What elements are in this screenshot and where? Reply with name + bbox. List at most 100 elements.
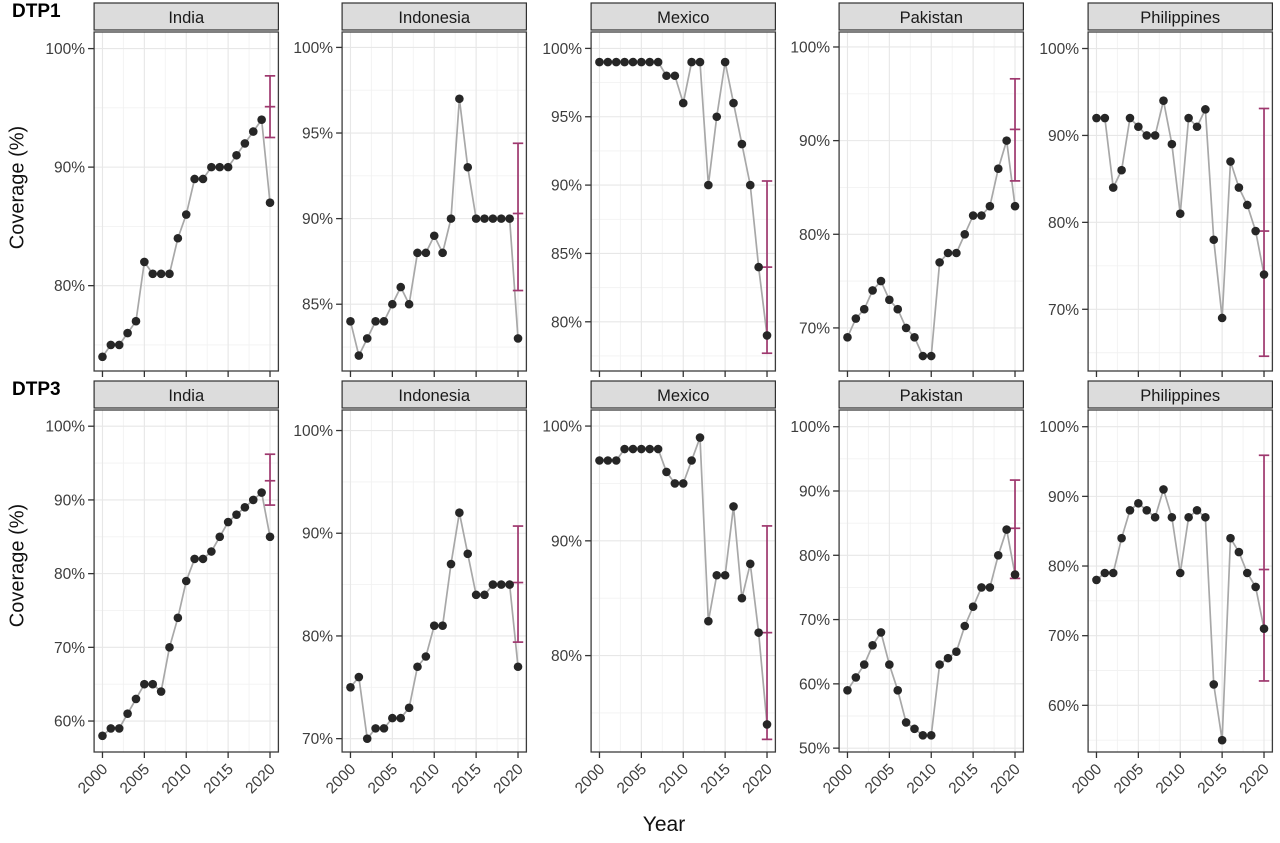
x-tick-label: 2015 — [946, 761, 982, 797]
data-point — [611, 57, 621, 67]
data-point — [380, 724, 389, 733]
x-tick-label: 2010 — [159, 761, 196, 798]
y-tick-label: 60% — [799, 676, 830, 693]
data-point — [215, 532, 225, 542]
data-point — [1225, 157, 1235, 166]
data-point — [413, 662, 423, 672]
data-point — [952, 248, 961, 258]
data-point — [952, 647, 961, 657]
facet-strip-label: India — [168, 387, 205, 405]
data-point — [396, 282, 406, 292]
data-point — [181, 576, 191, 586]
data-point — [140, 679, 149, 689]
x-tick-label: 2020 — [739, 761, 776, 798]
panel-dtp1-indonesia: 85% 90% 95% 100% Indonesia — [294, 2, 528, 377]
data-point — [661, 467, 671, 477]
data-point — [480, 214, 490, 223]
data-point — [860, 660, 869, 669]
y-tick-label: 100% — [294, 423, 334, 440]
data-point — [645, 444, 654, 454]
data-point — [1108, 183, 1118, 192]
data-point — [678, 479, 688, 488]
data-point — [902, 323, 911, 333]
data-point — [131, 694, 141, 704]
panel-group-dtp1-india: 80% 90% 100% India — [38, 0, 286, 378]
panel-dtp1-india: 80% 90% 100% India — [45, 2, 280, 377]
data-point — [346, 317, 356, 326]
data-point — [223, 162, 233, 172]
data-point — [190, 174, 199, 184]
data-point — [720, 570, 730, 580]
y-tick-label: 90% — [551, 533, 582, 550]
x-tick-label: 2020 — [491, 761, 528, 798]
panel-dtp3-indonesia: 70% 80% 90% 100% 2000 2005 2010 2015 2020 Indones… — [294, 380, 528, 798]
data-point — [232, 150, 241, 160]
data-point — [106, 340, 116, 350]
y-axis-title-dtp3: Coverage (%) — [6, 503, 29, 627]
estimate-errorbar — [513, 525, 524, 643]
data-point — [405, 703, 414, 713]
data-point — [232, 510, 241, 519]
data-point — [148, 679, 158, 689]
x-tick-label: 2020 — [1236, 761, 1273, 798]
data-point — [438, 248, 448, 258]
data-point — [1200, 512, 1210, 522]
data-point — [1183, 113, 1193, 123]
data-point — [754, 628, 763, 637]
y-tick-label: 100% — [1039, 41, 1079, 58]
data-point — [1125, 113, 1134, 123]
data-point — [173, 233, 183, 243]
facet-row-dtp3: DTP3 Coverage (%) 60% 70% 80% 90% 100% 2000 20… — [0, 378, 1280, 819]
x-tick-label: 2015 — [1194, 761, 1230, 797]
data-point — [720, 57, 730, 67]
panel-group-dtp1-mexico: 80% 85% 90% 95% 100% Mexico — [535, 0, 783, 378]
data-point — [148, 269, 158, 279]
estimate-errorbar — [513, 142, 524, 292]
data-point — [463, 549, 473, 559]
data-point — [156, 687, 166, 696]
data-point — [497, 214, 506, 223]
data-point — [363, 334, 372, 343]
data-point — [1100, 113, 1109, 123]
data-point — [190, 554, 199, 564]
x-tick-label: 2005 — [1110, 761, 1146, 797]
y-tick-label: 80% — [54, 278, 85, 295]
data-point — [447, 214, 456, 223]
data-point — [1150, 512, 1160, 522]
data-point — [472, 590, 481, 600]
data-point — [893, 685, 903, 695]
y-tick-label: 70% — [302, 731, 333, 748]
data-point — [935, 258, 945, 267]
panel-dtp3-india: 60% 70% 80% 90% 100% 2000 2005 2010 2015 2020 Indi… — [45, 380, 279, 798]
facet-strip — [341, 380, 528, 409]
y-tick-label: 70% — [54, 640, 85, 657]
data-point — [98, 731, 107, 741]
y-axis-title-dtp1: Coverage (%) — [6, 125, 29, 250]
data-point — [910, 332, 920, 342]
data-point — [876, 628, 886, 637]
data-point — [661, 71, 671, 81]
data-point — [1108, 568, 1118, 578]
x-tick-label: 2005 — [117, 761, 153, 797]
panel-dtp1-pakistan: 70% 80% 90% 100% Pakistan — [791, 2, 1025, 377]
panel-group-dtp1-indonesia: 85% 90% 95% 100% Indonesia — [286, 0, 534, 378]
data-point — [1133, 499, 1143, 508]
x-tick-label: 2000 — [820, 761, 857, 798]
data-point — [703, 616, 713, 626]
facet-strip — [838, 2, 1025, 31]
y-tick-label: 90% — [302, 526, 333, 543]
data-point — [156, 269, 166, 279]
x-tick-label: 2020 — [988, 761, 1025, 798]
data-point — [240, 139, 250, 148]
data-point — [421, 248, 431, 258]
panel-dtp1-philippines: 70% 80% 90% 100% Philippines — [1039, 2, 1273, 377]
data-point — [140, 257, 149, 267]
panels-dtp3: 60% 70% 80% 90% 100% 2000 2005 2010 2015 2020 Indi… — [38, 378, 1280, 819]
data-point — [851, 673, 861, 682]
data-point — [257, 115, 266, 125]
facet-strip-label: Philippines — [1140, 9, 1220, 27]
y-tick-label: 60% — [54, 714, 85, 731]
y-tick-label: 100% — [45, 419, 85, 436]
data-point — [1167, 139, 1176, 149]
data-point — [514, 334, 523, 343]
